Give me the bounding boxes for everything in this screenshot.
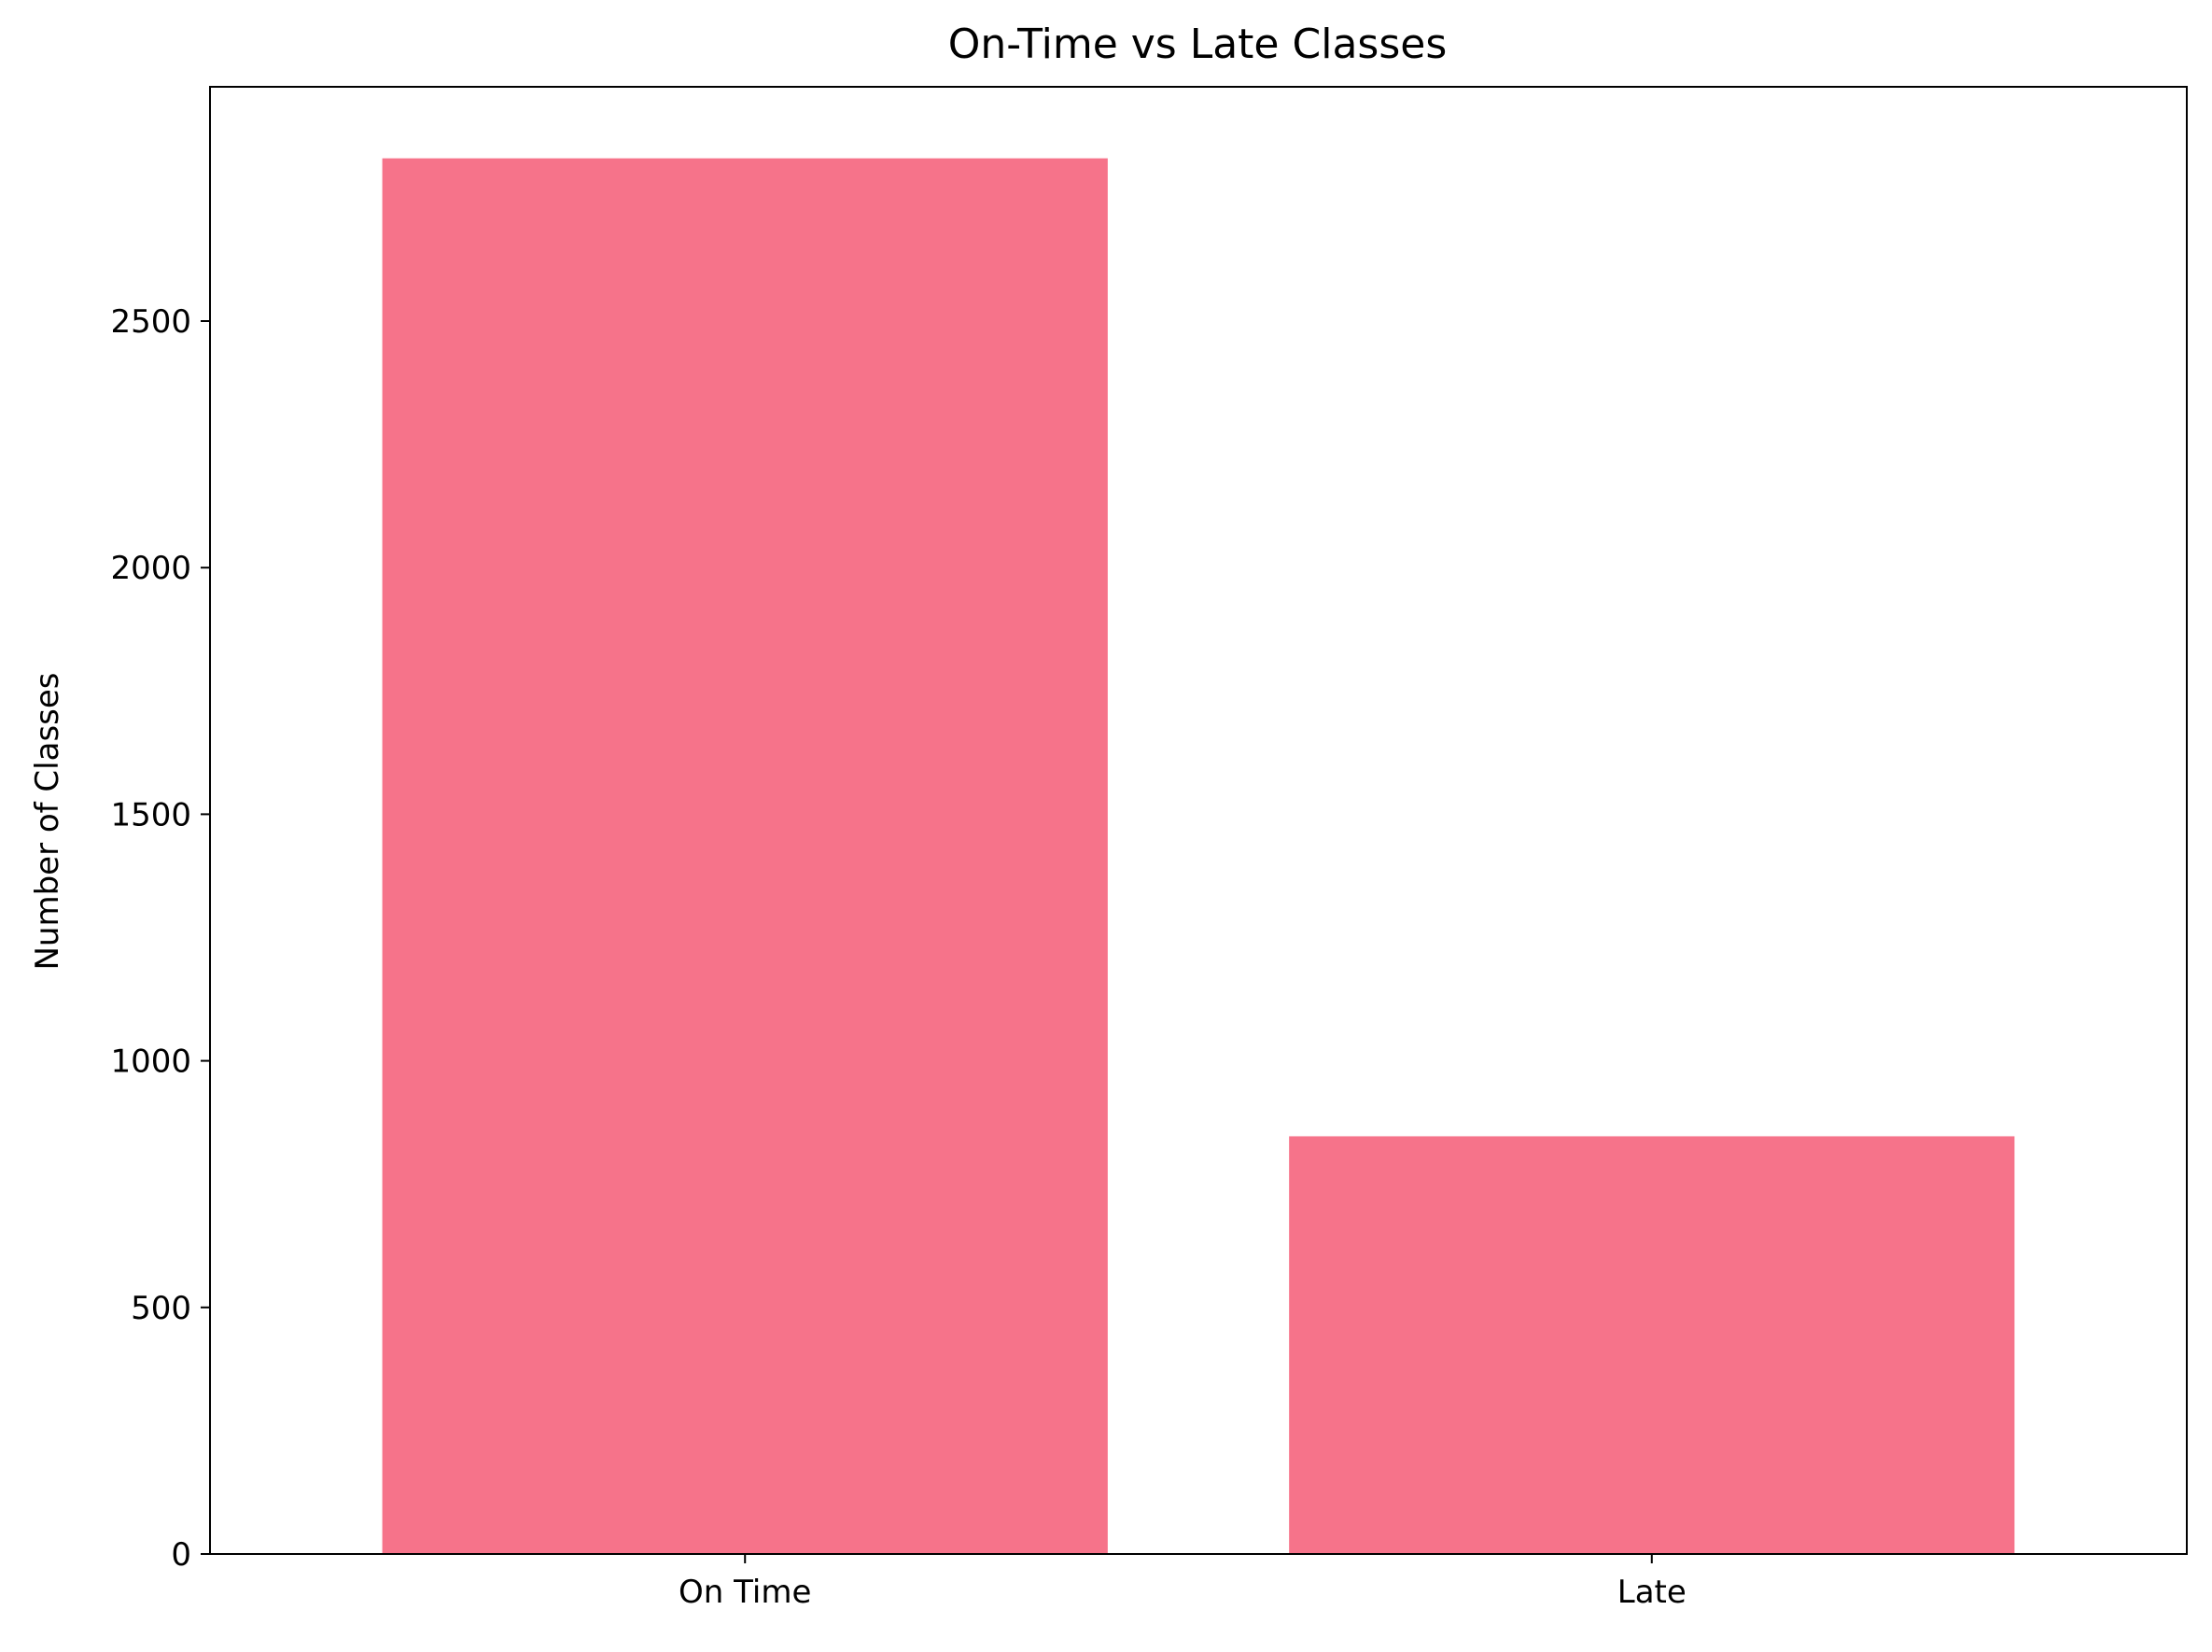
bar-on-time [382,158,1108,1554]
y-ticks-layer: 0 500 1000 1500 2000 2500 [110,303,210,1574]
y-tick-label: 0 [171,1536,191,1574]
bar-late [1289,1136,2015,1554]
x-tick-label: Late [1617,1574,1687,1611]
y-axis-label: Number of Classes [29,672,66,970]
chart-title: On-Time vs Late Classes [948,21,1448,68]
y-tick-label: 2500 [110,303,191,341]
y-tick-label: 1500 [110,796,191,833]
y-tick-label: 500 [131,1290,191,1327]
x-tick-label: On Time [679,1574,811,1611]
bars-layer [382,158,2015,1554]
y-tick-label: 1000 [110,1043,191,1081]
plot-frame [209,86,2188,1555]
x-ticks-layer: On Time Late [679,1554,1687,1611]
y-tick-label: 2000 [110,550,191,587]
